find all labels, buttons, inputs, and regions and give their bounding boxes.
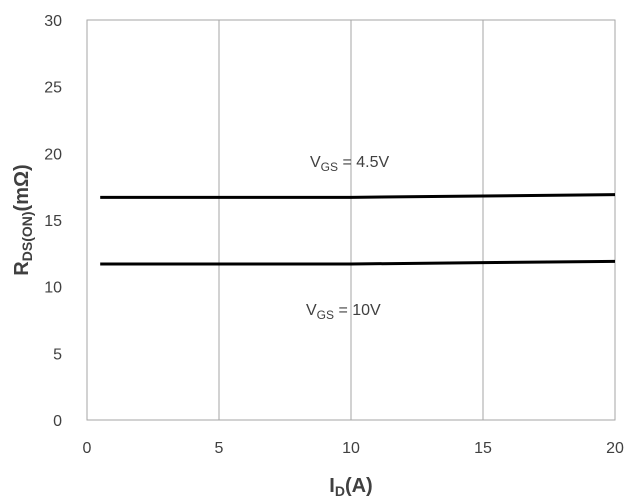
y-axis-label-part: DS(ON) (19, 211, 35, 261)
y-tick-label: 10 (44, 280, 62, 297)
x-tick-label: 0 (83, 440, 92, 457)
annotation-part: GS (321, 160, 338, 174)
y-axis-label-part: (mΩ) (11, 164, 33, 211)
x-tick-label: 20 (606, 440, 624, 457)
y-tick-label: 15 (44, 213, 62, 230)
x-axis-label-part: (A) (345, 475, 373, 497)
y-axis-label-part: R (11, 261, 33, 276)
x-axis-label-part: I (329, 475, 335, 497)
y-tick-label: 20 (44, 146, 62, 163)
annotation: VGS = 4.5V (310, 154, 389, 174)
y-tick-label: 30 (44, 13, 62, 30)
x-tick-label: 15 (474, 440, 492, 457)
x-tick-label: 10 (342, 440, 360, 457)
x-tick-label: 5 (215, 440, 224, 457)
y-axis-label: RDS(ON)(mΩ) (11, 164, 35, 275)
annotation-part: GS (317, 308, 334, 322)
x-axis-label-part: D (335, 483, 345, 499)
y-tick-label: 0 (53, 413, 62, 430)
annotation: VGS = 10V (306, 302, 381, 322)
plot-border (86, 19, 616, 421)
annotation-part: V (310, 154, 321, 171)
data-line (100, 193, 616, 199)
x-axis-label: ID(A) (329, 475, 372, 499)
annotation-part: = 10V (334, 302, 381, 319)
data-line (100, 259, 616, 266)
annotation-part: V (306, 302, 317, 319)
y-tick-label: 5 (53, 346, 62, 363)
y-tick-label: 25 (44, 80, 62, 97)
annotation-part: = 4.5V (338, 154, 389, 171)
